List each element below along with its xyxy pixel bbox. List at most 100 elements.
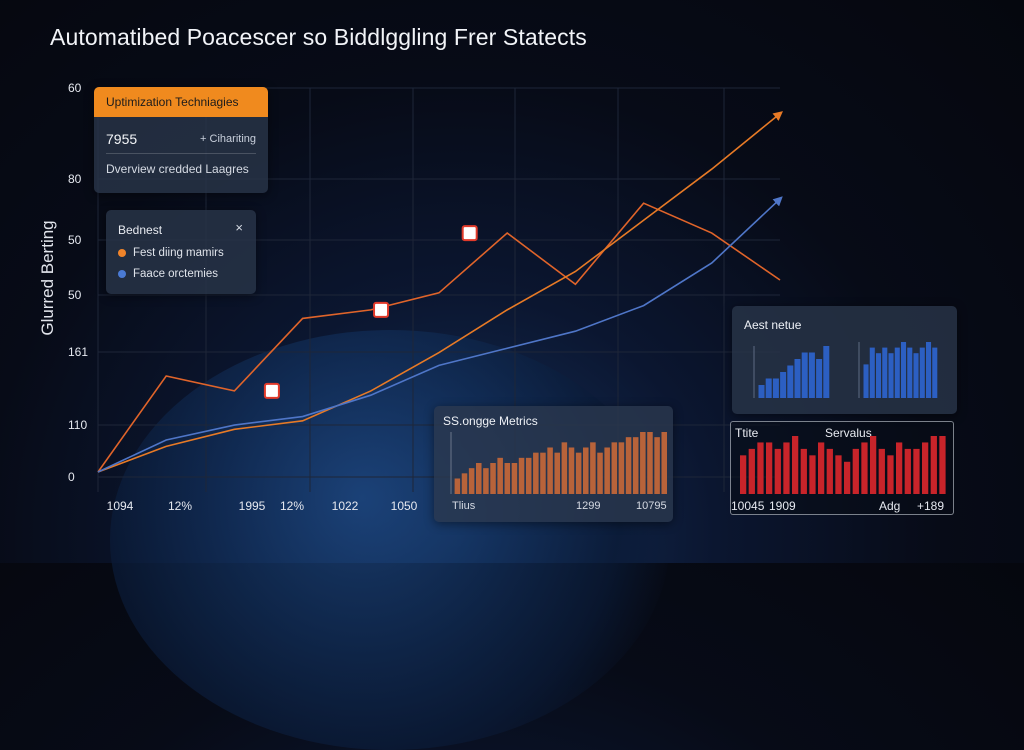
metrics-bar — [640, 432, 646, 494]
red-bar — [844, 461, 851, 494]
close-icon[interactable]: × — [235, 220, 243, 235]
red-chart-foot-label: +189 — [917, 499, 944, 513]
mini-bar — [869, 347, 875, 398]
y-tick-label: 80 — [68, 172, 82, 186]
metrics-bar — [511, 463, 518, 494]
mini-bar — [787, 365, 794, 398]
y-tick-label: 161 — [68, 345, 88, 359]
y-tick-label: 50 — [68, 233, 82, 247]
red-bar — [783, 442, 790, 494]
orange-dot-icon — [118, 249, 126, 257]
red-bar — [818, 442, 825, 494]
y-tick-label: 50 — [68, 288, 82, 302]
metrics-bar — [483, 468, 489, 494]
red-bar — [861, 442, 868, 494]
x-tick-label: 1022 — [332, 499, 359, 513]
metrics-bar — [568, 447, 575, 494]
legend-item-label: Faace orctemies — [133, 268, 219, 280]
metrics-bar — [454, 478, 461, 494]
metrics-foot-right: 10795 — [636, 500, 667, 512]
metrics-bar — [497, 457, 503, 494]
mini-bar — [932, 347, 938, 398]
mini-bar-charts — [753, 342, 938, 398]
mini-bars-title: Aest netue — [744, 318, 802, 332]
y-tick-label: 0 — [68, 470, 75, 484]
metrics-bar — [525, 457, 532, 494]
optimization-card: Uptimization Techniagies 7955 + Cihariti… — [94, 87, 268, 193]
red-bar — [800, 448, 807, 494]
metrics-bar — [625, 437, 632, 494]
red-bar — [870, 436, 877, 494]
optimization-header: Uptimization Techniagies — [94, 87, 268, 117]
mini-bar — [894, 347, 900, 398]
legend-item-orange[interactable]: Fest diing mamirs — [118, 247, 224, 259]
legend-item-label: Fest diing mamirs — [133, 247, 224, 259]
optimization-link[interactable]: + Cihariting — [200, 133, 256, 145]
metrics-bar — [468, 468, 475, 494]
mini-bar — [863, 364, 869, 398]
y-tick-label: 60 — [68, 81, 82, 95]
metrics-bar — [597, 452, 603, 494]
x-tick-label: 12% — [280, 499, 304, 513]
red-bar — [835, 455, 842, 494]
red-bar — [826, 448, 833, 494]
red-chart-foot-label: Adg — [879, 499, 900, 513]
mini-bar — [913, 353, 919, 398]
metrics-bar — [575, 452, 582, 494]
metrics-foot-left: Tlius — [452, 500, 476, 512]
metrics-bar — [461, 473, 468, 494]
highlight-point[interactable] — [373, 301, 390, 318]
x-tick-label: 12% — [168, 499, 192, 513]
red-chart-foot-label: 10045 — [731, 499, 765, 513]
highlight-point[interactable] — [263, 382, 280, 399]
mini-bar — [772, 378, 779, 398]
metrics-bar — [611, 442, 618, 494]
legend-title: Bednest — [118, 223, 163, 237]
red-bar — [930, 436, 937, 494]
mini-bar — [919, 347, 925, 398]
metrics-bar — [661, 432, 667, 494]
legend-item-blue[interactable]: Faace orctemies — [118, 268, 218, 280]
metrics-bar — [490, 463, 496, 494]
red-bar — [896, 442, 903, 494]
red-bar — [748, 448, 755, 494]
mini-bar — [816, 359, 823, 398]
metrics-bar — [476, 463, 482, 494]
legend-card: Bednest × Fest diing mamirs Faace orctem… — [106, 210, 256, 294]
metrics-bar — [618, 442, 625, 494]
mini-bar — [801, 352, 808, 398]
x-tick-label: 1995 — [239, 499, 266, 513]
mini-bars-card: Aest netue — [732, 306, 957, 414]
metrics-bar — [647, 432, 653, 494]
metrics-foot-mid: 1299 — [576, 500, 601, 512]
red-bar — [766, 442, 773, 494]
red-bar — [878, 448, 885, 494]
red-bar — [740, 455, 747, 494]
red-bar — [792, 436, 799, 494]
red-bar — [904, 448, 911, 494]
blue-dot-icon — [118, 270, 126, 278]
x-tick-label: 1050 — [391, 499, 418, 513]
y-tick-label: 110 — [68, 418, 87, 432]
metrics-bar — [540, 452, 546, 494]
red-bar — [887, 455, 894, 494]
red-bar — [922, 442, 929, 494]
optimization-value: 7955 — [106, 131, 138, 147]
highlight-point[interactable] — [461, 225, 478, 242]
metrics-bar — [518, 457, 525, 494]
red-chart-label-mid: Servalus — [825, 426, 872, 440]
chart-title: Automatibed Poacescer so Biddlggling Fre… — [50, 24, 587, 50]
metrics-bar — [604, 447, 610, 494]
red-bar — [913, 448, 920, 494]
mini-bar — [765, 378, 772, 398]
red-chart-foot-label: 1909 — [769, 499, 796, 513]
metrics-bar — [561, 442, 568, 494]
metrics-bar — [632, 437, 639, 494]
red-bar — [809, 455, 816, 494]
mini-bar — [882, 347, 888, 398]
metrics-title: SS.ongge Metrics — [443, 414, 538, 428]
red-bar-chart: 10045 1909 Adg +189 — [731, 436, 946, 513]
metrics-card: SS.ongge Metrics Tlius 1299 10795 — [434, 406, 673, 522]
mini-bar — [926, 342, 932, 398]
mini-bar — [758, 385, 765, 398]
